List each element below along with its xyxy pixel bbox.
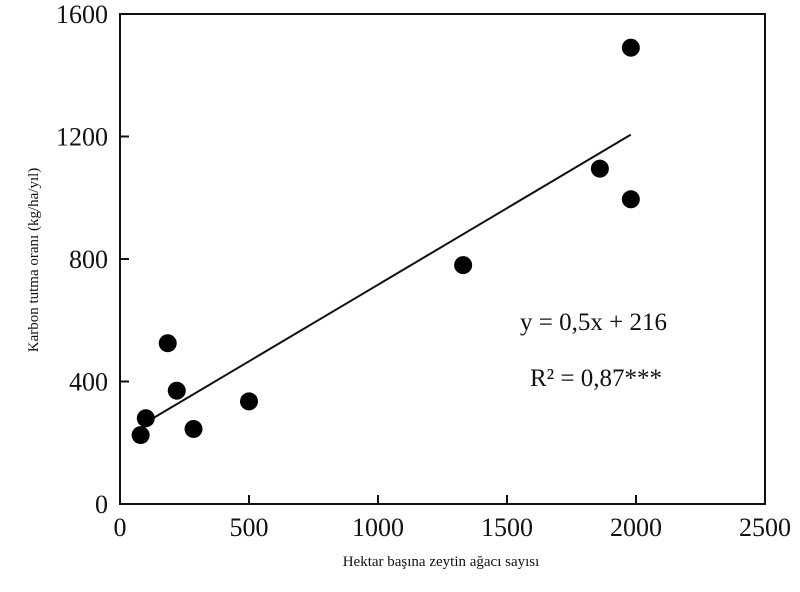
y-axis-title: Karbon tutma oranı (kg/ha/yıl) (26, 168, 42, 353)
x-axis-title: Hektar başına zeytin ağacı sayısı (343, 554, 540, 570)
x-tick-label: 0 (114, 513, 127, 542)
data-point (184, 419, 203, 438)
trend-line (145, 133, 632, 424)
x-tick-label: 1500 (481, 513, 533, 542)
r-squared-label: R² = 0,87*** (530, 365, 662, 392)
data-point (590, 159, 609, 178)
data-point (136, 409, 155, 428)
x-tick-label: 2000 (610, 513, 662, 542)
data-point (621, 190, 640, 209)
y-tick-label: 800 (69, 245, 108, 274)
regression-equation: y = 0,5x + 216 (520, 309, 667, 336)
plot-area-frame (119, 13, 766, 505)
y-tick-label: 1200 (56, 123, 108, 152)
data-point (454, 256, 473, 275)
data-point (158, 334, 177, 353)
data-point (167, 381, 186, 400)
y-tick-label: 0 (95, 490, 108, 519)
y-tick-label: 400 (69, 368, 108, 397)
data-point (131, 426, 150, 445)
x-tick-label: 500 (230, 513, 269, 542)
data-point (621, 38, 640, 57)
y-tick-label: 1600 (56, 0, 108, 29)
data-point (240, 392, 258, 411)
x-tick-label: 2500 (739, 513, 791, 542)
x-tick-label: 1000 (352, 513, 404, 542)
